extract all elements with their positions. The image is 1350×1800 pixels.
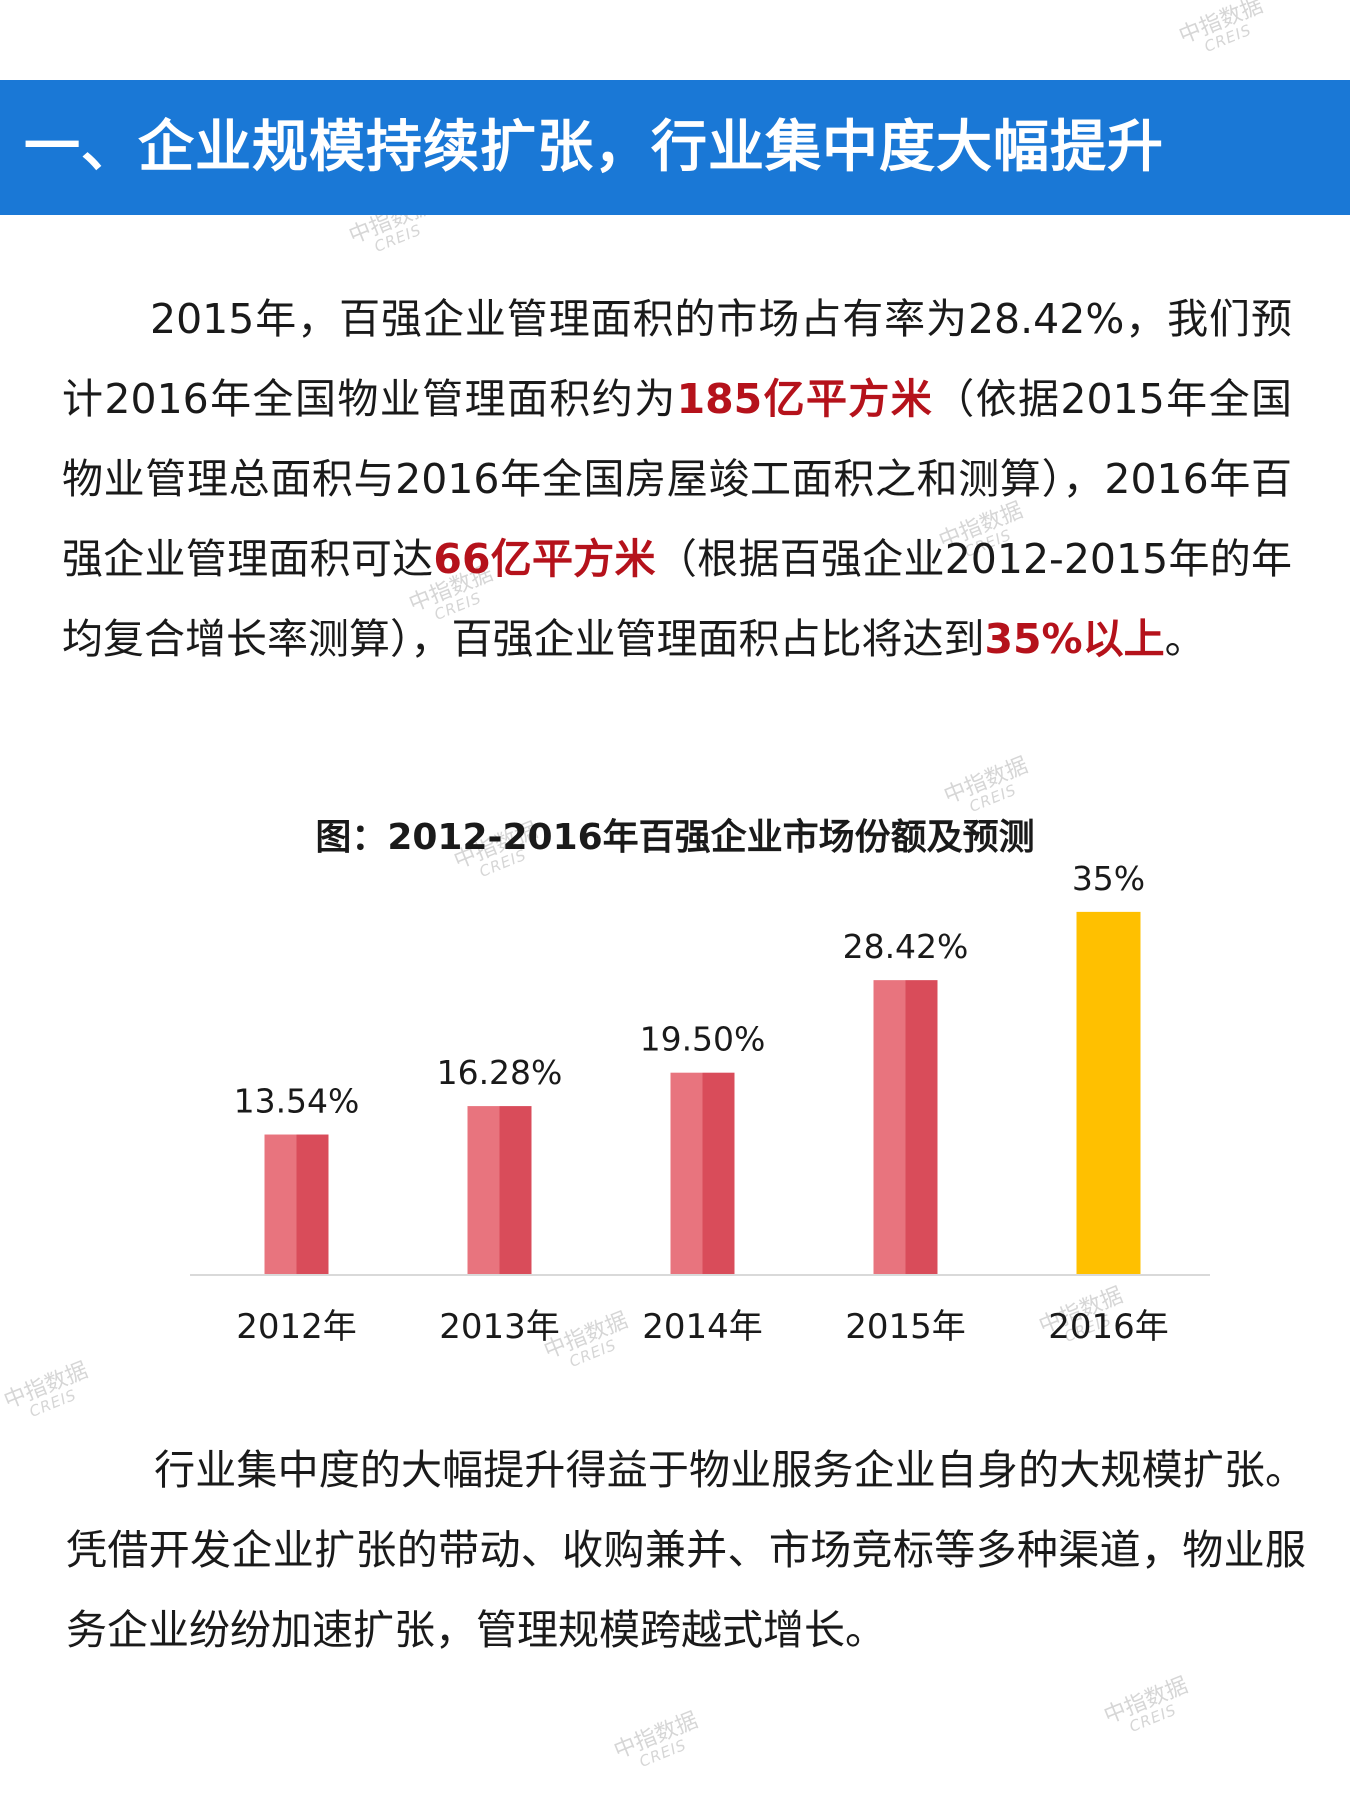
bar-2016年 bbox=[1076, 911, 1141, 1275]
highlight-total-area: 185亿平方米 bbox=[676, 375, 934, 423]
category-label: 2013年 bbox=[439, 1307, 560, 1347]
bar-right-half bbox=[905, 980, 938, 1275]
value-label: 13.54% bbox=[234, 1082, 360, 1121]
paragraph-text: （依据2015年全国物业管理总面积与2016年全国房屋竣工面积之和测算），201… bbox=[62, 375, 1292, 583]
paragraph-text: 2015年，百强企业管理面积的市场占有率为28.42%，我们预计2016年全国物… bbox=[62, 295, 1292, 423]
watermark: 中指数据 CREIS bbox=[1101, 1673, 1196, 1742]
watermark: 中指数据 CREIS bbox=[1176, 0, 1271, 62]
bar-right-half bbox=[296, 1134, 329, 1275]
bar-right-half bbox=[499, 1106, 532, 1275]
bar-left-half bbox=[873, 980, 906, 1275]
category-label: 2014年 bbox=[642, 1307, 763, 1347]
conclusion-paragraph: 行业集中度的大幅提升得益于物业服务企业自身的大规模扩张。凭借开发企业扩张的带动、… bbox=[66, 1430, 1306, 1670]
category-label: 2016年 bbox=[1048, 1307, 1169, 1347]
bar-2012年 bbox=[264, 1134, 329, 1275]
bar-2015年 bbox=[873, 980, 938, 1275]
value-label: 19.50% bbox=[640, 1020, 766, 1059]
value-label: 16.28% bbox=[437, 1053, 563, 1092]
bar-left-half bbox=[264, 1134, 297, 1275]
bar-right-half bbox=[702, 1072, 735, 1275]
header-banner: 一、企业规模持续扩张，行业集中度大幅提升 bbox=[0, 80, 1350, 215]
chart-bars bbox=[264, 911, 1141, 1275]
bar-left-half bbox=[670, 1072, 703, 1275]
category-label: 2012年 bbox=[236, 1307, 357, 1347]
value-label: 35% bbox=[1072, 860, 1145, 898]
value-label: 28.42% bbox=[843, 927, 969, 966]
bar-left-half bbox=[467, 1106, 500, 1275]
highlight-share: 35%以上 bbox=[984, 615, 1165, 663]
chart-title: 图：2012-2016年百强企业市场份额及预测 bbox=[315, 817, 1035, 858]
category-label: 2015年 bbox=[845, 1307, 966, 1347]
watermark: 中指数据 CREIS bbox=[611, 1708, 706, 1777]
market-share-chart: 13.54% 2012年 16.28% 2013年 19.50% 2014年 28.42% 2… bbox=[190, 860, 1210, 1347]
chart-labels: 13.54% 2012年 16.28% 2013年 19.50% 2014年 28.42% 2… bbox=[234, 860, 1169, 1347]
paragraph-text: （根据百强企业2012-2015年的年均复合增长率测算），百强企业管理面积占比将… bbox=[62, 535, 1292, 663]
bar-2014年 bbox=[670, 1072, 735, 1275]
page-title: 一、企业规模持续扩张，行业集中度大幅提升 bbox=[24, 115, 1164, 180]
highlight-top100-area: 66亿平方米 bbox=[433, 535, 656, 583]
paragraph-text: 行业集中度的大幅提升得益于物业服务企业自身的大规模扩张。凭借开发企业扩张的带动、… bbox=[66, 1446, 1306, 1654]
bar-2013年 bbox=[467, 1106, 532, 1275]
intro-paragraph: 2015年，百强企业管理面积的市场占有率为28.42%，我们预计2016年全国物… bbox=[62, 279, 1292, 679]
paragraph-text: 。 bbox=[1164, 615, 1206, 663]
